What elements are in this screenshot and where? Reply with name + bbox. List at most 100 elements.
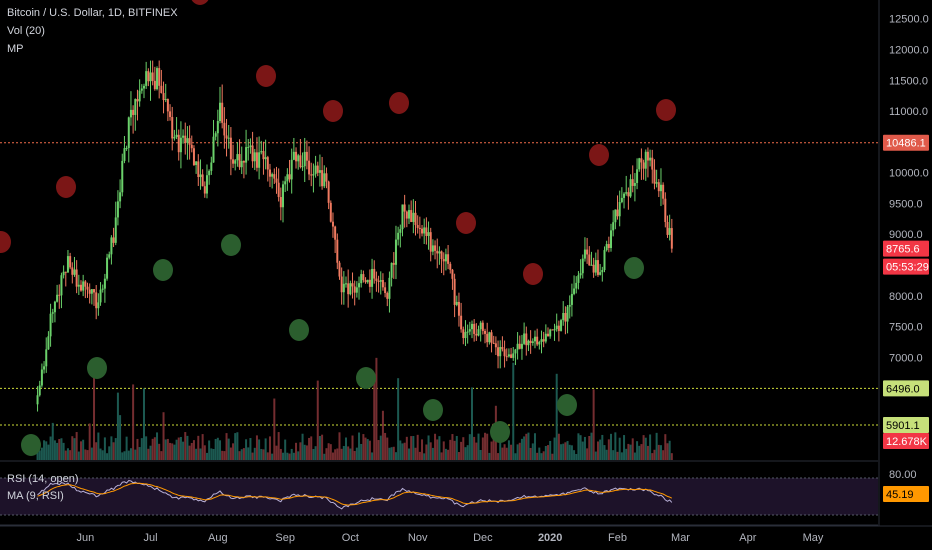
candle-body bbox=[86, 286, 89, 290]
candle-body bbox=[93, 289, 96, 293]
volume-bar bbox=[321, 434, 324, 460]
candle-body bbox=[512, 353, 515, 358]
candle-body bbox=[212, 136, 215, 163]
volume-bar bbox=[262, 449, 265, 460]
volume-bar bbox=[384, 432, 387, 460]
candle-body bbox=[481, 322, 484, 331]
time-tick-label: Nov bbox=[408, 532, 428, 544]
candle-body bbox=[114, 217, 117, 243]
candle-body bbox=[260, 151, 263, 153]
price-tick-label: 11500.0 bbox=[889, 75, 928, 87]
volume-bar bbox=[186, 435, 189, 460]
candle-body bbox=[279, 197, 282, 208]
candle-body bbox=[373, 268, 376, 279]
volume-indicator-label[interactable]: Vol (20) bbox=[7, 25, 45, 37]
volume-bar bbox=[316, 380, 319, 460]
buy-signal-circle bbox=[21, 434, 41, 456]
candle-body bbox=[375, 278, 378, 281]
volume-bar bbox=[340, 448, 343, 460]
candle-body bbox=[138, 90, 141, 102]
candle-body bbox=[199, 174, 202, 177]
candle-body bbox=[575, 282, 578, 289]
price-tick-label: 7500.0 bbox=[889, 322, 923, 334]
candle-body bbox=[451, 269, 454, 279]
rsi-indicator-label[interactable]: RSI (14, open) bbox=[7, 473, 79, 485]
candle-body bbox=[599, 272, 602, 275]
volume-bar bbox=[71, 436, 74, 460]
support-price-badge-2: 5901.1 bbox=[886, 420, 920, 432]
volume-bar bbox=[205, 452, 208, 460]
volume-bar bbox=[392, 446, 395, 460]
volume-bar bbox=[103, 437, 106, 460]
volume-bar bbox=[169, 442, 172, 460]
candle-body bbox=[190, 144, 193, 149]
candle-body bbox=[494, 343, 497, 348]
volume-bar bbox=[612, 450, 615, 460]
volume-bar bbox=[547, 445, 550, 460]
volume-bar bbox=[594, 451, 597, 460]
price-axis[interactable]: 12500.0 12000.0 11500.0 11000.0 10000.0 9500.… bbox=[878, 0, 929, 526]
candle-body bbox=[64, 271, 67, 273]
candle-body bbox=[82, 281, 85, 291]
time-axis[interactable]: Jun Jul Aug Sep Oct Nov Dec 2020 Feb Mar Apr May bbox=[0, 525, 932, 544]
candle-body bbox=[358, 283, 361, 288]
mp-indicator-label[interactable]: MP bbox=[7, 43, 24, 55]
volume-bar bbox=[646, 445, 649, 460]
volume-bar bbox=[197, 435, 200, 460]
volume-bar bbox=[347, 446, 350, 460]
volume-bar bbox=[444, 448, 447, 460]
volume-bar bbox=[112, 442, 115, 460]
candle-body bbox=[542, 339, 545, 342]
volume-bar bbox=[423, 453, 426, 460]
candle-body bbox=[586, 249, 589, 255]
candle-body bbox=[134, 99, 137, 115]
volume-bar bbox=[301, 433, 304, 460]
candle-body bbox=[510, 354, 513, 358]
volume-bar bbox=[497, 453, 500, 460]
sell-signal-circle bbox=[0, 231, 11, 253]
candle-body bbox=[377, 280, 380, 282]
time-tick-label: Apr bbox=[739, 532, 756, 544]
candle-body bbox=[505, 356, 508, 358]
candle-body bbox=[225, 135, 228, 139]
volume-bar bbox=[516, 444, 519, 460]
volume-bar bbox=[314, 446, 317, 460]
candle-body bbox=[58, 294, 61, 296]
volume-bar bbox=[99, 448, 102, 460]
candle-body bbox=[84, 281, 87, 287]
candle-body bbox=[427, 232, 430, 236]
candle-body bbox=[158, 68, 161, 86]
volume-bar bbox=[438, 436, 441, 460]
volume-bar bbox=[510, 444, 513, 460]
volume-bar bbox=[610, 433, 613, 460]
bar-countdown-badge: 05:53:29 bbox=[886, 262, 929, 274]
volume-bar bbox=[627, 443, 630, 460]
volume-bar bbox=[636, 441, 639, 460]
candle-body bbox=[53, 301, 56, 313]
candle-body bbox=[384, 287, 387, 294]
volume-bar bbox=[177, 437, 180, 460]
volume-bar bbox=[555, 373, 558, 460]
volume-bar bbox=[410, 436, 413, 460]
candle-body bbox=[386, 293, 389, 299]
volume-bar bbox=[560, 444, 563, 460]
candle-body bbox=[644, 151, 647, 169]
candle-body bbox=[290, 159, 293, 180]
volume-bar bbox=[638, 445, 641, 460]
volume-bar bbox=[342, 446, 345, 460]
volume-bar bbox=[429, 442, 432, 460]
candle-body bbox=[403, 204, 406, 212]
candle-body bbox=[258, 152, 261, 168]
candle-body bbox=[173, 137, 176, 139]
volume-bar bbox=[336, 448, 339, 460]
candle-body bbox=[69, 256, 72, 268]
volume-bar bbox=[468, 434, 471, 460]
candle-body bbox=[438, 251, 441, 254]
volume-bar bbox=[219, 440, 222, 460]
symbol-title[interactable]: Bitcoin / U.S. Dollar, 1D, BITFINEX bbox=[7, 7, 178, 19]
rsi-ma-label[interactable]: MA (9, RSI) bbox=[7, 490, 64, 502]
volume-bar bbox=[66, 448, 69, 460]
volume-bar bbox=[416, 434, 419, 460]
candle-body bbox=[308, 160, 311, 175]
